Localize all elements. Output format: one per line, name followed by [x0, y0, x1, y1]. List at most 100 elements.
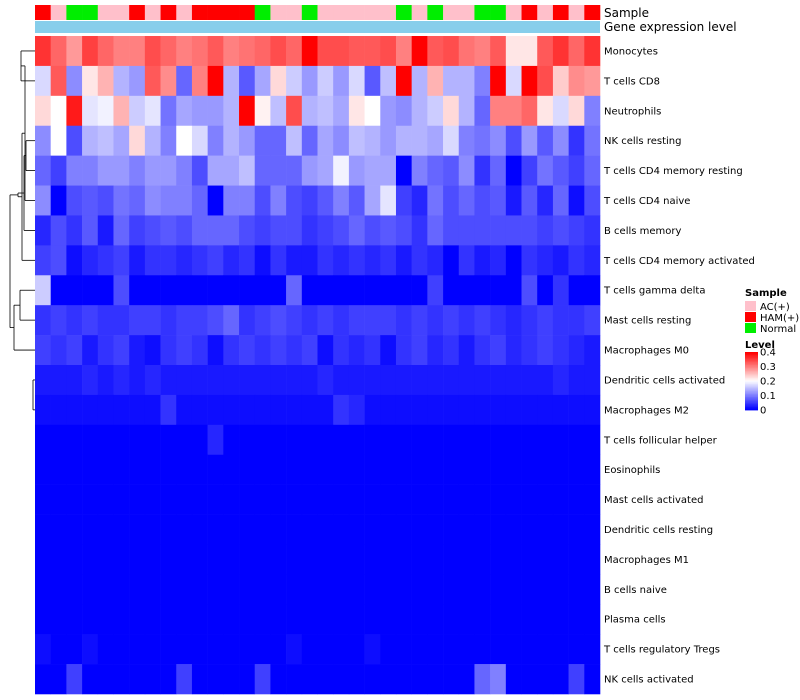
heatmap-cell: [50, 484, 67, 515]
heatmap-cell: [176, 664, 193, 695]
heatmap-cell: [160, 335, 177, 366]
heatmap-cell: [160, 664, 177, 695]
heatmap-cell: [129, 365, 146, 396]
legend-swatch: [745, 312, 756, 322]
heatmap-cell: [50, 215, 67, 246]
heatmap-cell: [239, 275, 256, 306]
heatmap-cell: [144, 305, 161, 336]
heatmap-cell: [35, 544, 51, 575]
heatmap-cell: [537, 305, 554, 336]
heatmap-cell: [270, 664, 287, 695]
sample-annotation-cell: [82, 5, 99, 20]
heatmap-cell: [35, 365, 51, 396]
heatmap-cell: [286, 664, 303, 695]
heatmap-cell: [35, 155, 51, 186]
heatmap-cell: [521, 365, 538, 396]
heatmap-cell: [411, 424, 428, 456]
heatmap-cell: [50, 574, 67, 605]
heatmap-cell: [207, 454, 224, 485]
heatmap-cell: [552, 664, 569, 695]
heatmap-cell: [537, 335, 554, 366]
heatmap-cell: [50, 394, 67, 426]
heatmap-cell: [348, 454, 365, 485]
heatmap-cell: [537, 245, 554, 276]
heatmap-cell: [50, 305, 67, 336]
heatmap-cell: [348, 664, 365, 695]
heatmap-cell: [584, 185, 601, 216]
heatmap-cell: [364, 484, 381, 515]
heatmap-cell: [395, 664, 412, 695]
heatmap-cell: [97, 664, 114, 695]
heatmap-cell: [35, 634, 51, 665]
heatmap-cell: [443, 424, 460, 456]
heatmap-cell: [380, 394, 397, 426]
heatmap-cell: [584, 215, 601, 246]
heatmap-cell: [301, 664, 318, 695]
heatmap-cell: [223, 65, 240, 97]
heatmap-cell: [474, 245, 491, 276]
heatmap-cell: [97, 544, 114, 575]
colorbar-segment: [745, 405, 758, 408]
heatmap-cell: [160, 394, 177, 426]
sample-annotation-cell: [427, 5, 444, 20]
heatmap-cell: [333, 454, 350, 485]
heatmap-cell: [97, 484, 114, 515]
heatmap-cell: [490, 65, 507, 97]
heatmap-cell: [443, 305, 460, 336]
heatmap-cell: [395, 514, 412, 545]
heatmap-cell: [317, 275, 334, 306]
heatmap-cell: [552, 604, 569, 635]
heatmap-cell: [443, 514, 460, 545]
colorbar-segment: [745, 388, 758, 391]
heatmap-cell: [82, 604, 99, 635]
heatmap-cell: [113, 365, 130, 396]
legend-label: AC(+): [760, 302, 790, 313]
heatmap-cell: [66, 215, 83, 246]
heatmap-cell: [286, 335, 303, 366]
colorbar-segment: [745, 392, 758, 395]
colorbar-segment: [745, 391, 758, 393]
heatmap-cell: [270, 305, 287, 336]
heatmap-cell: [443, 454, 460, 485]
heatmap-cell: [458, 245, 475, 276]
heatmap-cell: [395, 36, 412, 67]
heatmap-cell: [223, 454, 240, 485]
heatmap-cell: [380, 574, 397, 605]
heatmap-cell: [584, 484, 601, 515]
heatmap-cell: [537, 155, 554, 186]
heatmap-cell: [395, 305, 412, 336]
heatmap-cell: [301, 125, 318, 156]
heatmap-cell: [395, 365, 412, 396]
heatmap-cell: [490, 544, 507, 575]
heatmap-cell: [82, 544, 99, 575]
heatmap-cell: [505, 604, 522, 635]
heatmap-cell: [270, 424, 287, 456]
heatmap-cells: [35, 36, 601, 695]
heatmap-cell: [333, 574, 350, 605]
heatmap-cell: [50, 65, 67, 97]
colorbar-segment: [745, 356, 758, 359]
heatmap-cell: [129, 215, 146, 246]
heatmap-cell: [286, 215, 303, 246]
colorbar-segment: [745, 373, 758, 376]
heatmap-cell: [474, 215, 491, 246]
heatmap-cell: [82, 155, 99, 186]
heatmap-cell: [348, 514, 365, 545]
heatmap-cell: [317, 544, 334, 575]
heatmap-cell: [317, 634, 334, 665]
heatmap-cell: [380, 125, 397, 156]
heatmap-cell: [254, 36, 271, 67]
heatmap-cell: [286, 634, 303, 665]
row-label: T cells CD4 memory resting: [603, 166, 743, 177]
heatmap-cell: [191, 454, 208, 485]
heatmap-cell: [474, 634, 491, 665]
heatmap-cell: [584, 36, 601, 67]
heatmap-cell: [317, 95, 334, 127]
heatmap-cell: [568, 65, 585, 97]
heatmap-cell: [66, 484, 83, 515]
heatmap-cell: [207, 394, 224, 426]
heatmap-cell: [223, 155, 240, 186]
heatmap-cell: [286, 155, 303, 186]
heatmap-cell: [239, 394, 256, 426]
